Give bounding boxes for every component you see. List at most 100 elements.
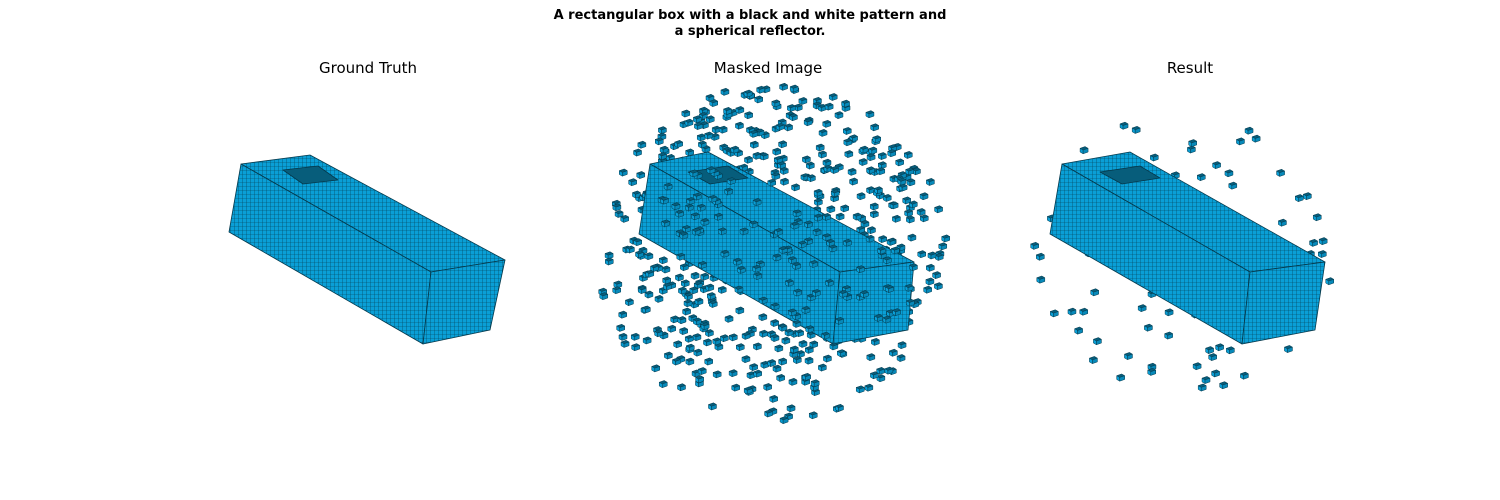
suptitle-line-2: a spherical reflector. xyxy=(674,24,826,39)
scatter-voxel xyxy=(826,239,836,248)
scatter-voxel xyxy=(852,212,862,221)
scatter-voxel xyxy=(886,238,896,246)
scatter-voxel xyxy=(811,289,821,298)
scatter-voxel xyxy=(866,153,876,162)
scatter-voxel xyxy=(674,273,685,282)
scatter-voxel xyxy=(1244,126,1254,135)
scatter-voxel xyxy=(712,337,722,346)
scatter-voxel xyxy=(784,328,794,337)
scatter-voxel xyxy=(778,246,788,255)
scatter-voxel xyxy=(753,369,763,378)
scatter-voxel xyxy=(919,214,929,223)
scatter-voxel xyxy=(801,155,811,164)
scatter-voxel xyxy=(685,357,695,366)
scatter-voxel xyxy=(620,339,630,348)
scatter-voxel xyxy=(708,194,718,203)
scatter-voxel xyxy=(637,286,647,295)
scatter-voxel xyxy=(697,367,707,376)
scatter-voxel xyxy=(620,214,630,223)
scatter-voxel xyxy=(778,357,788,366)
scatter-voxel xyxy=(693,348,703,357)
scatter-voxel xyxy=(718,125,728,134)
scatter-voxel xyxy=(604,251,614,260)
scatter-voxel xyxy=(618,332,628,341)
scatter-voxel xyxy=(784,278,794,287)
scatter-voxel xyxy=(1201,376,1211,385)
scatter-voxel xyxy=(797,240,807,249)
scatter-voxel xyxy=(786,404,796,413)
scatter-voxel xyxy=(735,306,745,315)
scatter-voxel xyxy=(925,263,935,272)
scatter-voxel xyxy=(683,299,693,308)
scatter-voxel xyxy=(1239,371,1250,380)
scatter-voxel xyxy=(645,269,655,278)
scatter-voxel xyxy=(908,263,919,272)
scatter-voxel xyxy=(766,359,777,368)
scatter-voxel xyxy=(661,265,671,274)
scatter-voxel xyxy=(1079,307,1089,316)
scatter-voxel xyxy=(808,411,818,420)
box-end-face xyxy=(422,259,506,345)
scatter-voxel xyxy=(633,238,643,247)
scatter-voxel xyxy=(876,246,887,255)
scatter-voxel xyxy=(772,147,782,156)
scatter-voxel xyxy=(651,364,661,373)
scatter-voxel xyxy=(1164,308,1174,317)
scatter-voxel xyxy=(858,158,868,167)
scatter-voxel xyxy=(756,85,766,94)
scatter-voxel xyxy=(1088,356,1099,365)
scatter-voxel xyxy=(705,283,715,292)
scatter-voxel xyxy=(709,99,719,108)
scatter-voxel xyxy=(707,402,718,411)
scatter-voxel xyxy=(865,234,875,243)
scatter-voxel xyxy=(934,205,944,214)
scatter-voxel xyxy=(790,221,800,230)
scatter-voxel xyxy=(798,97,808,106)
scatter-voxel xyxy=(813,213,823,222)
scatter-voxel xyxy=(677,316,687,325)
scatter-voxel xyxy=(1317,250,1327,259)
panel-masked-image: Masked Image xyxy=(578,58,958,438)
scatter-voxel xyxy=(856,192,866,201)
scatter-voxel xyxy=(916,208,926,217)
scatter-voxel xyxy=(844,150,854,159)
scatter-voxel xyxy=(866,353,876,362)
scatter-voxel xyxy=(809,260,819,268)
scatter-voxel xyxy=(804,237,814,246)
scatter-voxel xyxy=(884,366,894,375)
scatter-voxel xyxy=(1079,146,1089,155)
scatter-voxel xyxy=(689,286,699,295)
scatter-voxel xyxy=(882,256,892,265)
scatter-voxel xyxy=(752,198,762,207)
scatter-voxel xyxy=(663,351,673,360)
scatter-voxel xyxy=(1215,343,1225,352)
scatter-voxel xyxy=(865,186,876,195)
scatter-voxel xyxy=(923,285,933,294)
scatter-voxel xyxy=(661,219,671,228)
scatter-voxel xyxy=(696,203,706,212)
scatter-voxel xyxy=(599,292,609,301)
scatter-voxel xyxy=(680,279,690,288)
scatter-voxel xyxy=(758,329,769,338)
scatter-voxel xyxy=(720,87,730,96)
scatter-voxel xyxy=(804,356,814,365)
scatter-voxel xyxy=(843,293,853,302)
scatter-voxel xyxy=(724,314,734,323)
scatter-voxel xyxy=(774,227,784,236)
scatter-voxel xyxy=(1208,353,1218,362)
scatter-voxel xyxy=(834,111,844,120)
scatter-voxel xyxy=(734,285,744,294)
scatter-voxel xyxy=(873,186,884,195)
scatter-voxel xyxy=(897,341,907,350)
scatter-voxel xyxy=(689,169,699,178)
scatter-voxel xyxy=(624,298,635,307)
scatter-voxel xyxy=(878,235,888,244)
panel-title-ground-truth: Ground Truth xyxy=(319,59,417,77)
scatter-voxel xyxy=(1092,337,1103,346)
scatter-voxel xyxy=(876,374,886,383)
scatter-voxel xyxy=(685,148,695,157)
scatter-voxel xyxy=(671,202,681,211)
scatter-voxel xyxy=(888,348,898,357)
scatter-voxel xyxy=(722,107,733,115)
scatter-voxel xyxy=(1119,121,1129,130)
